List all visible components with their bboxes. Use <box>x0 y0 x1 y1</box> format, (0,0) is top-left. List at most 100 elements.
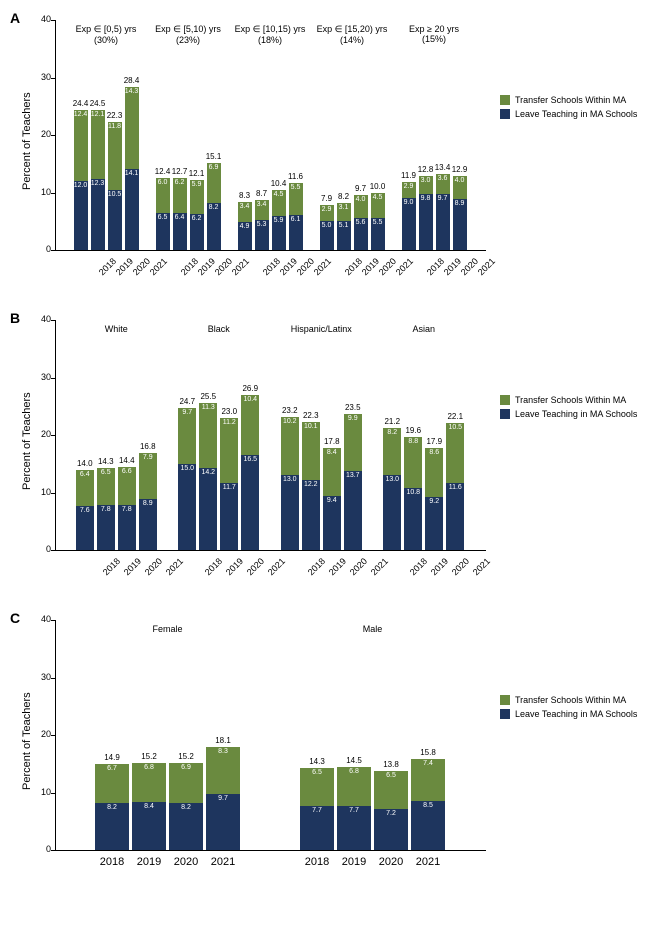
legend-label: Transfer Schools Within MA <box>515 95 626 105</box>
y-tick-mark <box>51 20 55 21</box>
bar-transfer <box>199 403 217 468</box>
legend-label: Leave Teaching in MA Schools <box>515 409 637 419</box>
value-label-total: 15.8 <box>420 748 436 757</box>
y-tick-mark <box>51 678 55 679</box>
value-label-transfer: 8.6 <box>429 449 439 456</box>
value-label-leave: 8.2 <box>107 804 117 811</box>
value-label-total: 14.0 <box>77 459 93 468</box>
bar-leave <box>125 169 139 250</box>
value-label-leave: 11.6 <box>449 484 462 491</box>
bar-transfer <box>125 87 139 169</box>
y-tick-mark <box>51 320 55 321</box>
value-label-leave: 10.5 <box>108 191 122 198</box>
value-label-transfer: 10.2 <box>283 418 297 425</box>
y-tick-mark <box>51 193 55 194</box>
value-label-transfer: 11.2 <box>223 419 236 426</box>
panel-C: CPercent of Teachers010203040Female8.26.… <box>0 600 661 910</box>
y-tick-label: 30 <box>31 372 51 382</box>
y-tick-label: 40 <box>31 314 51 324</box>
y-tick-label: 10 <box>31 787 51 797</box>
y-axis-title: Percent of Teachers <box>21 392 33 490</box>
bar-transfer <box>220 418 238 482</box>
y-tick-label: 20 <box>31 429 51 439</box>
legend-swatch <box>500 695 510 705</box>
value-label-transfer: 4.0 <box>455 177 465 184</box>
value-label-total: 8.3 <box>239 191 250 200</box>
value-label-transfer: 14.3 <box>125 88 139 95</box>
legend-label: Transfer Schools Within MA <box>515 695 626 705</box>
y-tick-mark <box>51 550 55 551</box>
value-label-total: 16.8 <box>140 442 156 451</box>
bar-transfer <box>446 423 464 483</box>
value-label-leave: 5.3 <box>257 221 267 228</box>
value-label-total: 13.8 <box>383 760 399 769</box>
value-label-leave: 6.5 <box>158 214 168 221</box>
y-tick-label: 20 <box>31 729 51 739</box>
value-label-transfer: 8.2 <box>387 429 397 436</box>
bar-leave <box>206 794 240 850</box>
value-label-transfer: 12.4 <box>74 111 88 118</box>
value-label-total: 12.9 <box>452 165 468 174</box>
value-label-transfer: 4.5 <box>373 194 383 201</box>
value-label-total: 22.3 <box>107 111 123 120</box>
bar-leave <box>178 464 196 550</box>
value-label-leave: 9.8 <box>421 195 431 202</box>
value-label-transfer: 9.9 <box>348 415 358 422</box>
bar-leave <box>344 471 362 550</box>
legend-item-transfer: Transfer Schools Within MA <box>500 95 637 105</box>
value-label-total: 24.7 <box>179 397 195 406</box>
group-title: Exp ≥ 20 yrs (15%) <box>409 24 459 44</box>
panel-B: BPercent of Teachers010203040White7.66.4… <box>0 300 661 600</box>
value-label-total: 13.4 <box>435 163 451 172</box>
group-title: Exp ∈ [0,5) yrs (30%) <box>76 24 137 45</box>
value-label-leave: 8.9 <box>143 500 153 507</box>
x-tick-label: 2021 <box>211 856 235 868</box>
value-label-total: 12.7 <box>172 167 188 176</box>
y-axis-title: Percent of Teachers <box>21 92 33 190</box>
bar-leave <box>436 194 450 250</box>
legend-item-leave: Leave Teaching in MA Schools <box>500 709 637 719</box>
value-label-leave: 14.2 <box>201 469 215 476</box>
y-tick-mark <box>51 493 55 494</box>
value-label-leave: 7.7 <box>312 807 322 814</box>
y-tick-label: 20 <box>31 129 51 139</box>
legend-swatch <box>500 395 510 405</box>
bar-leave <box>91 179 105 250</box>
value-label-transfer: 8.4 <box>327 449 337 456</box>
value-label-transfer: 6.2 <box>175 179 185 186</box>
bar-leave <box>199 468 217 550</box>
y-tick-mark <box>51 620 55 621</box>
value-label-leave: 7.6 <box>80 507 90 514</box>
value-label-total: 28.4 <box>124 76 140 85</box>
x-tick-label: 2019 <box>137 856 161 868</box>
y-tick-label: 10 <box>31 187 51 197</box>
value-label-leave: 8.2 <box>181 804 191 811</box>
value-label-leave: 13.0 <box>385 476 399 483</box>
bar-leave <box>323 496 341 550</box>
bar-leave <box>383 475 401 550</box>
value-label-leave: 7.2 <box>386 810 396 817</box>
value-label-leave: 13.7 <box>346 472 360 479</box>
group-title: Exp ∈ [15,20) yrs (14%) <box>317 24 388 45</box>
legend: Transfer Schools Within MALeave Teaching… <box>500 95 637 123</box>
value-label-transfer: 3.0 <box>421 177 431 184</box>
value-label-transfer: 3.4 <box>257 201 267 208</box>
y-tick-mark <box>51 378 55 379</box>
bar-transfer <box>108 122 122 190</box>
value-label-transfer: 11.3 <box>202 404 215 411</box>
value-label-transfer: 6.5 <box>101 469 111 476</box>
y-tick-mark <box>51 435 55 436</box>
group-title: White <box>105 324 128 334</box>
y-axis-title: Percent of Teachers <box>21 692 33 790</box>
value-label-leave: 5.9 <box>274 217 284 224</box>
value-label-leave: 9.0 <box>404 199 414 206</box>
value-label-leave: 9.2 <box>429 498 439 505</box>
panel-A: APercent of Teachers010203040Exp ∈ [0,5)… <box>0 0 661 300</box>
value-label-total: 12.1 <box>189 169 205 178</box>
legend: Transfer Schools Within MA Leave Teaching… <box>500 695 637 723</box>
value-label-leave: 6.1 <box>291 216 301 223</box>
value-label-transfer: 6.8 <box>144 764 154 771</box>
group-title: Male <box>363 624 383 634</box>
value-label-total: 15.2 <box>178 752 194 761</box>
value-label-total: 18.1 <box>215 736 231 745</box>
